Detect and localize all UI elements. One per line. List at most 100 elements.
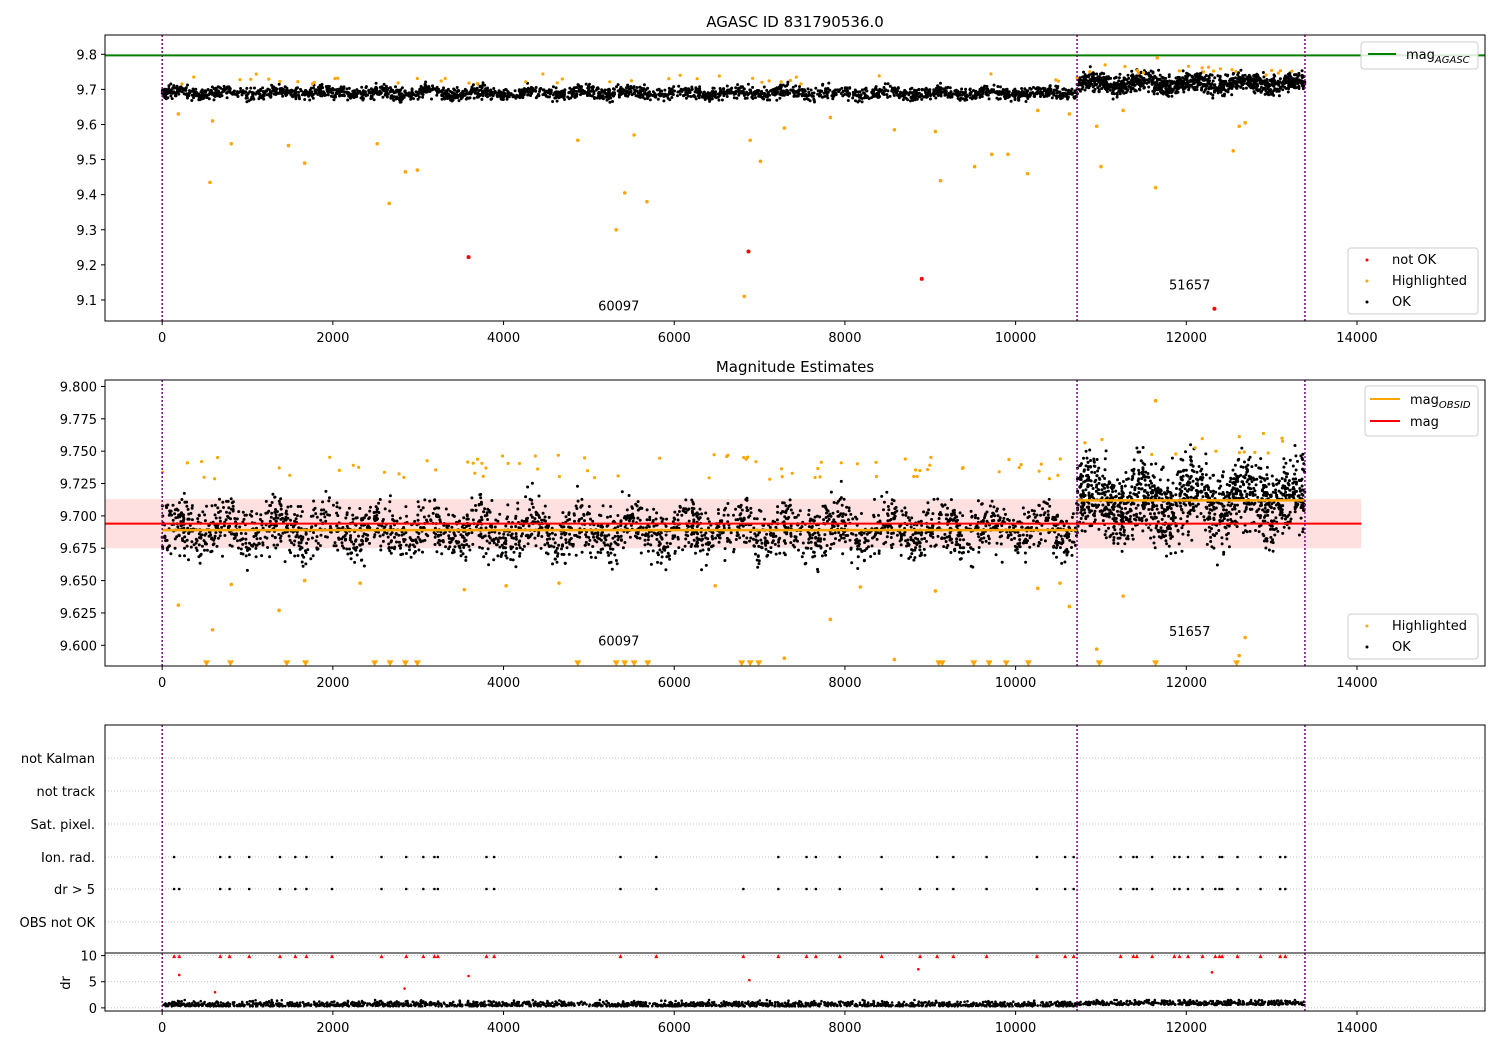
data-point-ok xyxy=(238,525,242,529)
data-point-ok xyxy=(956,97,960,100)
data-point-ok xyxy=(1142,86,1146,89)
data-point-ok xyxy=(847,506,851,510)
data-point-highlighted xyxy=(989,72,993,76)
data-point-ok xyxy=(778,96,782,100)
data-point-ok xyxy=(698,87,702,91)
data-point-ok xyxy=(984,92,988,96)
data-point-ok xyxy=(465,89,469,93)
data-point-ok xyxy=(908,518,912,522)
data-point-ok xyxy=(1026,97,1030,100)
data-point-ok xyxy=(1020,87,1024,90)
data-point-ok xyxy=(656,531,660,535)
data-point-highlighted xyxy=(788,78,793,83)
data-point-ok xyxy=(684,533,688,537)
data-point-ok xyxy=(643,538,647,542)
data-point-ok xyxy=(1002,507,1006,511)
data-point-ok xyxy=(205,542,208,546)
data-point-ok xyxy=(471,83,475,87)
data-point-ok xyxy=(511,93,515,97)
x-tick-label: 6000 xyxy=(658,331,691,346)
data-point-ok xyxy=(171,503,175,507)
data-point-ok xyxy=(830,94,834,98)
data-point-ok xyxy=(1013,87,1017,91)
data-point-ok xyxy=(239,547,243,551)
data-point-ok xyxy=(355,545,359,549)
data-point-ok xyxy=(245,86,249,90)
data-point-ok xyxy=(609,515,612,518)
data-point-ok xyxy=(515,547,519,550)
data-point-ok xyxy=(775,518,779,522)
data-point-ok xyxy=(670,96,674,99)
data-point-ok xyxy=(198,561,202,565)
data-point-ok xyxy=(239,87,243,90)
data-point-ok xyxy=(1211,96,1215,100)
data-point-ok xyxy=(289,88,293,92)
data-point-ok xyxy=(354,95,358,99)
data-point-ok xyxy=(668,542,672,546)
data-point-ok xyxy=(1117,76,1121,80)
data-point-ok xyxy=(929,544,933,548)
data-point-ok xyxy=(499,90,503,94)
data-point-ok xyxy=(686,94,690,98)
data-point-ok xyxy=(1092,90,1096,94)
data-point-ok xyxy=(492,541,496,545)
data-point-ok xyxy=(806,98,810,101)
data-point-ok xyxy=(503,92,507,96)
data-point-ok xyxy=(327,499,331,503)
data-point-ok xyxy=(492,87,496,90)
data-point-ok xyxy=(651,90,655,94)
data-point-ok xyxy=(214,516,218,520)
data-point-ok xyxy=(395,97,399,101)
data-point-ok xyxy=(1236,73,1240,77)
data-point-ok xyxy=(331,503,335,507)
data-point-ok xyxy=(963,98,967,102)
data-point-ok xyxy=(416,92,420,96)
data-point-ok xyxy=(1088,65,1092,69)
data-point-highlighted xyxy=(296,80,300,84)
data-point-ok xyxy=(220,525,224,529)
data-point-ok xyxy=(702,95,706,98)
data-point-ok xyxy=(904,513,908,517)
data-point-ok xyxy=(560,547,563,551)
data-point-ok xyxy=(750,95,754,99)
data-point-ok xyxy=(320,85,324,89)
data-point-ok xyxy=(1157,68,1161,72)
data-point-ok xyxy=(268,90,272,94)
data-point-ok xyxy=(722,513,726,517)
data-point-ok xyxy=(337,90,341,94)
data-point-ok xyxy=(528,508,531,512)
data-point-ok xyxy=(241,542,245,546)
data-point-ok xyxy=(783,539,787,543)
data-point-ok xyxy=(297,90,301,94)
data-point-ok xyxy=(601,97,605,101)
data-point-highlighted xyxy=(1207,65,1211,69)
data-point-ok xyxy=(480,97,484,101)
data-point-ok xyxy=(342,87,345,91)
data-point-ok xyxy=(899,94,903,98)
data-point-highlighted xyxy=(629,79,634,83)
data-point-ok xyxy=(1199,77,1203,81)
data-point-ok xyxy=(490,93,494,97)
data-point-ok xyxy=(326,93,330,97)
data-point-ok xyxy=(428,499,432,503)
data-point-highlighted xyxy=(972,164,977,169)
data-point-ok xyxy=(673,510,677,514)
legend-label-ok: OK xyxy=(1392,295,1411,310)
data-point-ok xyxy=(646,549,650,553)
data-point-highlighted xyxy=(541,72,545,76)
data-point-ok xyxy=(656,97,660,101)
data-point-ok xyxy=(182,88,185,91)
data-point-ok xyxy=(261,86,265,90)
data-point-ok xyxy=(1187,88,1191,92)
data-point-ok xyxy=(533,88,537,92)
data-point-ok xyxy=(976,516,980,520)
data-point-not-ok xyxy=(466,255,471,260)
data-point-ok xyxy=(1050,96,1054,100)
data-point-ok xyxy=(309,514,313,518)
data-point-ok xyxy=(906,538,910,542)
data-point-ok xyxy=(1273,87,1277,91)
data-point-ok xyxy=(601,504,605,508)
data-point-ok xyxy=(169,552,173,556)
data-point-ok xyxy=(1048,504,1052,508)
data-point-ok xyxy=(395,89,398,93)
